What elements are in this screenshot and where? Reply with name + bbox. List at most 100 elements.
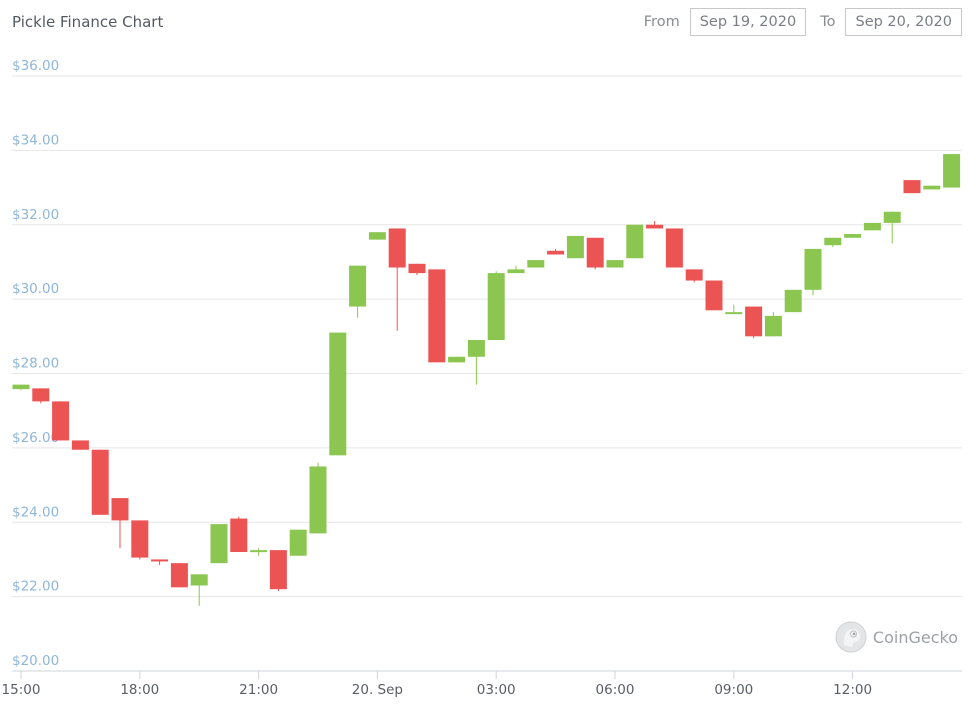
candle xyxy=(170,563,188,588)
grid-lines xyxy=(12,75,962,672)
candle xyxy=(725,304,743,315)
candle xyxy=(111,498,129,549)
candle xyxy=(230,516,248,552)
gecko-logo-icon xyxy=(835,621,867,653)
watermark-text: CoinGecko xyxy=(872,627,958,647)
candle-body-down xyxy=(170,563,188,588)
candle xyxy=(467,340,485,385)
candle-body-down xyxy=(151,559,169,562)
candle xyxy=(863,222,881,231)
y-axis-labels: $20.00 $22.00 $24.00 $26.00 $28.00 $30.00 $32.… xyxy=(12,58,59,669)
candle-body-up xyxy=(566,235,584,259)
candle xyxy=(487,271,505,341)
x-axis: 15:00 18:00 21:00 20. Sep 03:00 06:00 09:00 12:… xyxy=(2,670,962,698)
y-tick-label: $30.00 xyxy=(12,281,59,297)
candle-body-down xyxy=(547,250,565,255)
candle xyxy=(131,520,149,560)
candle xyxy=(586,237,604,270)
candle-body-down xyxy=(52,401,70,441)
candle xyxy=(844,234,862,238)
candle xyxy=(250,548,268,556)
chart-title: Pickle Finance Chart xyxy=(12,13,164,31)
candle-body-down xyxy=(91,449,109,515)
candle-body-up xyxy=(784,289,802,313)
x-tick-label: 03:00 xyxy=(477,682,516,698)
candle xyxy=(784,289,802,313)
candle-body-up xyxy=(309,466,327,534)
candle xyxy=(269,550,287,592)
candle xyxy=(309,462,327,534)
candle xyxy=(329,332,347,456)
x-tick-label: 09:00 xyxy=(714,682,753,698)
candle xyxy=(745,306,763,339)
x-tick-label: 20. Sep xyxy=(352,682,403,698)
x-tick-label: 21:00 xyxy=(239,682,278,698)
y-tick-label: $24.00 xyxy=(12,504,59,520)
candle-body-up xyxy=(943,154,961,188)
candle-body-up xyxy=(923,185,941,190)
y-tick-label: $22.00 xyxy=(12,579,59,595)
candle-body-down xyxy=(745,306,763,337)
candle-body-down xyxy=(903,180,921,194)
candle-body-down xyxy=(269,550,287,590)
candle xyxy=(428,269,446,363)
candle xyxy=(32,388,50,404)
date-range-selector: From Sep 19, 2020 To Sep 20, 2020 xyxy=(644,8,962,36)
candle xyxy=(368,232,386,240)
candle xyxy=(923,185,941,190)
candle-body-down xyxy=(131,520,149,558)
candle-body-up xyxy=(250,550,268,553)
from-date-input[interactable]: Sep 19, 2020 xyxy=(689,8,807,36)
candle-body-up xyxy=(804,248,822,290)
x-tick-label: 15:00 xyxy=(2,682,41,698)
x-tick-label: 12:00 xyxy=(833,682,872,698)
candle-body-up xyxy=(190,574,208,586)
candle-body-up xyxy=(210,524,228,564)
candle-body-up xyxy=(368,232,386,240)
candle-body-up xyxy=(289,529,307,556)
candle-body-up xyxy=(527,260,545,268)
candle-body-down xyxy=(388,228,406,268)
candle xyxy=(705,280,723,311)
candle-body-down xyxy=(586,237,604,268)
candle-body-down xyxy=(685,269,703,281)
y-tick-label: $32.00 xyxy=(12,207,59,223)
candle xyxy=(626,224,644,259)
candle xyxy=(606,260,624,268)
candle xyxy=(151,559,169,566)
candle xyxy=(52,401,70,441)
candle xyxy=(408,263,426,275)
candle-body-down xyxy=(428,269,446,363)
candle xyxy=(685,269,703,283)
candle-body-up xyxy=(844,234,862,238)
candle-body-up xyxy=(606,260,624,268)
to-label: To xyxy=(820,14,836,30)
coingecko-watermark: CoinGecko xyxy=(835,621,958,653)
candle-body-up xyxy=(329,332,347,456)
x-tick-label: 06:00 xyxy=(596,682,635,698)
candle xyxy=(388,228,406,331)
to-date-input[interactable]: Sep 20, 2020 xyxy=(845,8,962,36)
candle xyxy=(943,154,961,188)
candle-body-up xyxy=(626,224,644,259)
candle xyxy=(210,524,228,564)
candle-body-up xyxy=(349,265,367,307)
x-tick-label: 18:00 xyxy=(120,682,159,698)
candle xyxy=(349,265,367,318)
candle xyxy=(547,248,565,255)
y-tick-label: $26.00 xyxy=(12,430,59,446)
candle xyxy=(646,221,664,229)
y-tick-label: $28.00 xyxy=(12,356,59,372)
candle xyxy=(527,260,545,268)
candle xyxy=(289,529,307,556)
candle xyxy=(804,248,822,296)
candle-body-up xyxy=(448,356,466,363)
candle-body-down xyxy=(111,498,129,521)
y-tick-label: $34.00 xyxy=(12,132,59,148)
candle-body-up xyxy=(487,273,505,341)
candle xyxy=(883,211,901,244)
candle xyxy=(190,574,208,606)
candle-body-up xyxy=(467,340,485,357)
candle-body-up xyxy=(507,269,525,274)
